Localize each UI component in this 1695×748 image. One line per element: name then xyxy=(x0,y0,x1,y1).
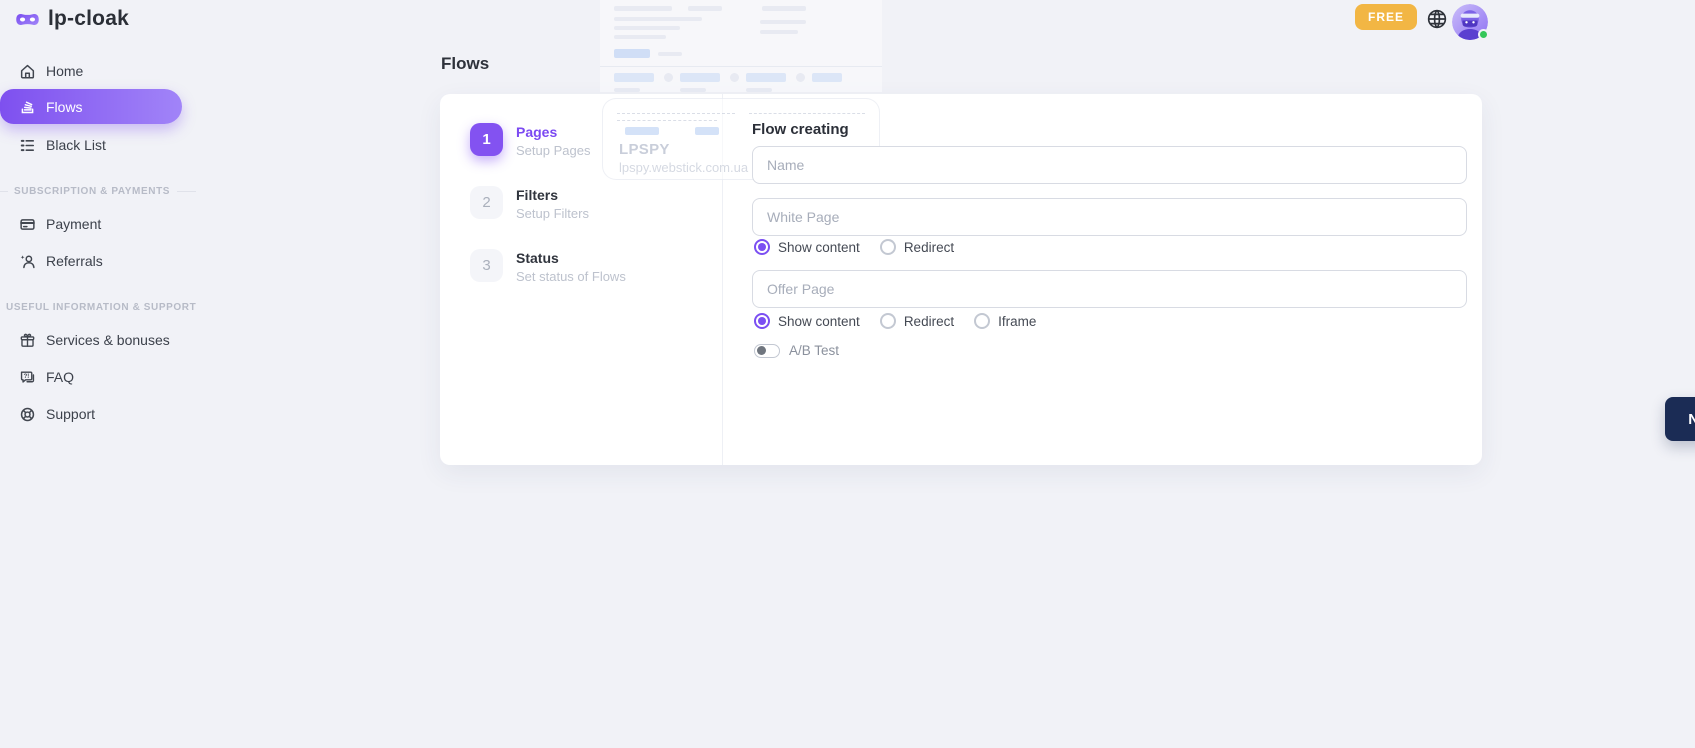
ghost-panel xyxy=(600,0,882,92)
app-name: lp-cloak xyxy=(48,7,129,30)
radio-redirect[interactable]: Redirect xyxy=(879,313,954,329)
page-title: Flows xyxy=(441,54,490,73)
step-title: Pages xyxy=(516,124,558,140)
app-logo[interactable]: lp-cloak xyxy=(14,7,129,31)
card-divider xyxy=(722,94,723,465)
black-list-icon xyxy=(19,137,36,154)
next-step-button[interactable]: Next step xyxy=(1665,397,1695,441)
gift-icon xyxy=(19,332,36,349)
mask-icon xyxy=(14,11,41,28)
white-page-input[interactable] xyxy=(752,198,1467,236)
sidebar-item-label: Support xyxy=(46,406,96,422)
wizard-step-status[interactable]: 3 Status Set status of Flows xyxy=(470,249,626,284)
sidebar-item-label: Flows xyxy=(46,98,83,115)
radio-button-icon xyxy=(974,313,991,329)
sidebar-section-header: SUBSCRIPTION & PAYMENTS xyxy=(0,184,196,198)
sidebar-section-header: USEFUL INFORMATION & SUPPORT xyxy=(0,300,196,314)
language-globe-icon[interactable] xyxy=(1426,8,1448,30)
radio-show-content[interactable]: Show content xyxy=(754,313,860,329)
sidebar-item-label: Black List xyxy=(46,137,106,153)
white-page-mode-group: Show content Redirect xyxy=(754,239,954,255)
faq-icon: ?! xyxy=(19,369,36,386)
sidebar: Home Flows Black List xyxy=(0,0,196,748)
ab-test-toggle-row[interactable]: A/B Test xyxy=(754,343,839,358)
online-status-dot xyxy=(1478,29,1489,40)
referrals-icon xyxy=(19,253,36,270)
user-avatar[interactable] xyxy=(1452,4,1489,40)
sidebar-item-support[interactable]: Support xyxy=(0,399,182,429)
flow-creating-form: Flow creating Show content Redirect Show… xyxy=(752,94,1695,465)
offer-page-mode-group: Show content Redirect Iframe xyxy=(754,313,1036,329)
support-icon xyxy=(19,406,36,423)
radio-show-content[interactable]: Show content xyxy=(754,239,860,255)
step-number-badge: 2 xyxy=(470,186,503,219)
step-subtitle: Set status of Flows xyxy=(516,269,626,284)
radio-iframe[interactable]: Iframe xyxy=(974,313,1036,329)
credit-card-icon xyxy=(19,216,36,233)
sidebar-item-label: Home xyxy=(46,63,84,79)
step-subtitle: Setup Filters xyxy=(516,206,589,221)
flows-icon xyxy=(19,98,36,115)
radio-button-icon xyxy=(754,313,770,329)
svg-text:?!: ?! xyxy=(24,374,30,380)
step-title: Status xyxy=(516,250,559,266)
sidebar-item-black-list[interactable]: Black List xyxy=(0,130,182,160)
step-number-badge: 1 xyxy=(470,123,503,156)
wizard-step-pages[interactable]: 1 Pages Setup Pages xyxy=(470,123,590,158)
name-input[interactable] xyxy=(752,146,1467,184)
sidebar-item-referrals[interactable]: Referrals xyxy=(0,246,182,276)
sidebar-item-faq[interactable]: ?! FAQ xyxy=(0,362,182,392)
form-title: Flow creating xyxy=(752,121,849,138)
sidebar-item-label: Payment xyxy=(46,216,102,232)
sidebar-item-payment[interactable]: Payment xyxy=(0,209,182,239)
plan-badge[interactable]: FREE xyxy=(1355,4,1417,30)
sidebar-item-label: Referrals xyxy=(46,253,103,269)
radio-button-icon xyxy=(879,239,896,255)
sidebar-item-home[interactable]: Home xyxy=(0,56,182,86)
home-icon xyxy=(19,63,36,80)
toggle-off-icon xyxy=(754,343,780,358)
sidebar-item-label: Services & bonuses xyxy=(46,332,170,348)
flow-creating-card: 1 Pages Setup Pages 2 Filters Setup Filt… xyxy=(440,94,1695,465)
offer-page-input[interactable] xyxy=(752,270,1467,308)
sidebar-item-services-bonuses[interactable]: Services & bonuses xyxy=(0,325,182,355)
step-number-badge: 3 xyxy=(470,249,503,282)
radio-button-icon xyxy=(879,313,896,329)
sidebar-item-flows[interactable]: Flows xyxy=(0,89,182,124)
radio-button-icon xyxy=(754,239,770,255)
sidebar-item-label: FAQ xyxy=(46,369,75,385)
step-subtitle: Setup Pages xyxy=(516,143,591,158)
wizard-step-filters[interactable]: 2 Filters Setup Filters xyxy=(470,186,589,221)
ab-test-label: A/B Test xyxy=(789,343,840,358)
step-title: Filters xyxy=(516,187,559,203)
radio-redirect[interactable]: Redirect xyxy=(879,239,954,255)
